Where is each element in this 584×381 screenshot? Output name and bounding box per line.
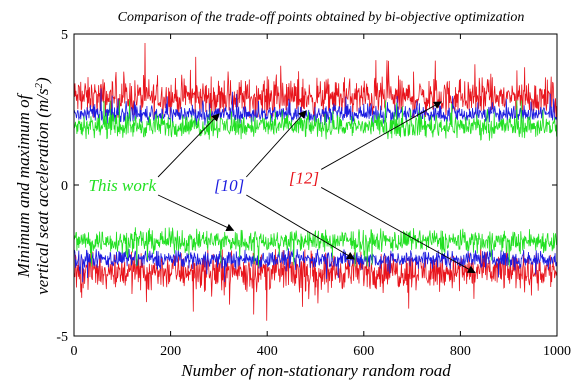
y-tick-label: 5	[61, 28, 68, 43]
x-axis-label: Number of non-stationary random road	[180, 361, 451, 380]
y-axis-label: Minimum and maximum of vertical seat acc…	[14, 77, 52, 295]
chart-title: Comparison of the trade-off points obtai…	[118, 10, 525, 25]
series-10-lower-line	[74, 248, 557, 283]
series-12-lower-line	[74, 245, 557, 321]
x-tick-label: 1000	[543, 344, 571, 359]
x-tick-label: 800	[450, 344, 471, 359]
y-axis-label-line2: vertical seat acceleration (m/s2)	[33, 77, 52, 295]
series-this-work-lower-line	[74, 227, 557, 267]
series-10-upper-line	[74, 88, 557, 126]
annotation-12-label: [12]	[289, 168, 319, 187]
y-tick-label: -5	[56, 330, 68, 345]
x-tick-label: 600	[353, 344, 374, 359]
annotation-10-arrow	[246, 194, 356, 260]
x-tick-label: 200	[160, 344, 181, 359]
y-axis-label-line1: Minimum and maximum of	[14, 92, 33, 278]
y-tick-label: 0	[61, 179, 68, 194]
series-this-work-upper-line	[74, 100, 557, 141]
annotation-12-arrow	[320, 187, 476, 274]
annotation-this-work-arrow	[157, 194, 235, 231]
annotation-this-work-label: This work	[88, 176, 156, 195]
x-tick-label: 400	[257, 344, 278, 359]
series-12-upper-line	[74, 43, 557, 121]
annotation-this-work-arrow	[157, 113, 220, 178]
annotation-12-arrow	[320, 101, 442, 170]
x-tick-label: 0	[71, 344, 78, 359]
annotation-10-label: [10]	[214, 176, 244, 195]
annotation-10-arrow	[245, 110, 307, 178]
